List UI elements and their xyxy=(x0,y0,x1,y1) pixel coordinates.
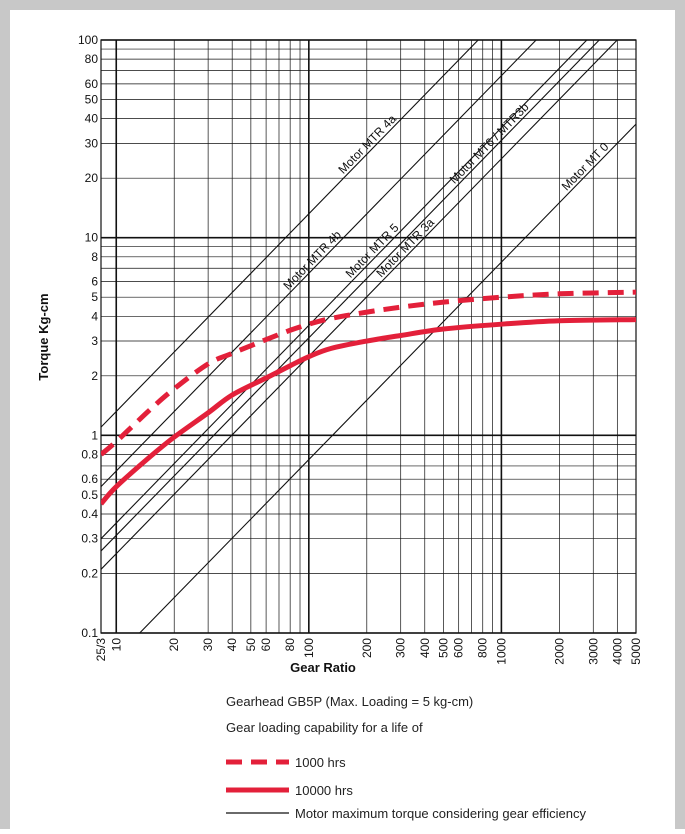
y-tick-labels: 0.1 0.2 0.3 0.4 0.5 0.6 0.8 1 2 3 4 56 8 10 20 30 40 50 60… xyxy=(78,33,98,640)
y-tick-label-0.6: 0.6 xyxy=(81,472,98,486)
x-tick-label-40: 40 xyxy=(225,638,239,652)
legend-title-2: Gear loading capability for a life of xyxy=(226,720,423,735)
curve-1000-hrs xyxy=(101,289,636,457)
motor-line-motor-mt6-mtr3b xyxy=(101,40,601,552)
y-tick-label-3: 3 xyxy=(91,334,98,348)
motor-label-motor-mt-0: Motor MT 0 xyxy=(559,140,612,194)
x-tick-label-3000: 3000 xyxy=(586,638,600,665)
motor-line-motor-mt-0 xyxy=(138,123,636,633)
x-tick-label-60: 60 xyxy=(259,638,273,652)
y-axis-label: Torque Kg-cm xyxy=(36,293,51,380)
plot-border xyxy=(100,39,637,634)
x-tick-label-500: 500 xyxy=(436,638,450,658)
x-tick-label-5000: 5000 xyxy=(629,638,643,665)
motor-line-motor-mtr-3a xyxy=(101,40,619,570)
motor-line-motor-mtr-4b xyxy=(101,40,537,488)
y-tick-label-10: 10 xyxy=(85,231,99,245)
motor-label-motor-mtr-4a: Motor MTR 4a xyxy=(335,112,399,177)
legend-label-motor: Motor maximum torque considering gear ef… xyxy=(295,806,586,821)
y-tick-label-2: 2 xyxy=(91,369,98,383)
legend: Gearhead GB5P (Max. Loading = 5 kg-cm) G… xyxy=(226,694,586,821)
x-tick-labels: 25/3 10 20 30 40 50 60 80 100 200 300 400 500 600 800 1… xyxy=(94,638,643,665)
x-tick-label-1000: 1000 xyxy=(494,638,508,665)
y-tick-label-50: 50 xyxy=(85,93,99,107)
x-tick-label-80: 80 xyxy=(283,638,297,652)
y-tick-label-8: 8 xyxy=(91,250,98,264)
y-tick-label-80: 80 xyxy=(85,52,99,66)
y-tick-label-30: 30 xyxy=(85,136,99,150)
x-tick-label-4000: 4000 xyxy=(610,638,624,665)
y-tick-label-60: 60 xyxy=(85,77,99,91)
y-tick-label-1: 1 xyxy=(91,428,98,442)
x-tick-label-100: 100 xyxy=(302,638,316,658)
x-tick-label-400: 400 xyxy=(418,638,432,658)
x-tick-label-50: 50 xyxy=(244,638,258,652)
y-tick-label-0.3: 0.3 xyxy=(81,532,98,546)
x-tick-label-600: 600 xyxy=(452,638,466,658)
x-tick-label-30: 30 xyxy=(201,638,215,652)
y-tick-label-0.4: 0.4 xyxy=(81,507,98,521)
x-tick-label-300: 300 xyxy=(394,638,408,658)
legend-label-10000hrs: 10000 hrs xyxy=(295,783,353,798)
x-tick-label-20: 20 xyxy=(167,638,181,652)
motor-line-motor-mtr-5 xyxy=(101,40,588,540)
y-tick-label-4: 4 xyxy=(91,309,98,323)
legend-label-1000hrs: 1000 hrs xyxy=(295,755,346,770)
motor-line-motor-mtr-4a xyxy=(101,40,479,428)
y-tick-label-0.8: 0.8 xyxy=(81,447,98,461)
y-tick-label-0.2: 0.2 xyxy=(81,566,98,580)
grid xyxy=(100,39,637,634)
x-tick-label-200: 200 xyxy=(360,638,374,658)
x-axis-label: Gear Ratio xyxy=(290,660,356,675)
y-tick-label-6: 6 xyxy=(91,275,98,289)
figure-panel: Motor MTR 4a Motor MTR 4b Motor MTR 5 Motor… xyxy=(10,10,675,829)
y-tick-label-100: 100 xyxy=(78,33,98,47)
x-tick-label-800: 800 xyxy=(476,638,490,658)
motor-lines xyxy=(101,40,636,633)
y-tick-label-5: 5 xyxy=(91,290,98,304)
curve-10000-hrs xyxy=(101,317,636,506)
x-tick-label-10: 10 xyxy=(109,638,123,652)
legend-title-1: Gearhead GB5P (Max. Loading = 5 kg-cm) xyxy=(226,694,473,709)
x-tick-label-25-3: 25/3 xyxy=(94,638,108,662)
y-tick-label-20: 20 xyxy=(85,171,99,185)
x-tick-label-2000: 2000 xyxy=(552,638,566,665)
curves xyxy=(101,289,636,506)
y-tick-label-40: 40 xyxy=(85,112,99,126)
y-tick-label-0.1: 0.1 xyxy=(81,626,98,640)
y-tick-label-0.5: 0.5 xyxy=(81,488,98,502)
